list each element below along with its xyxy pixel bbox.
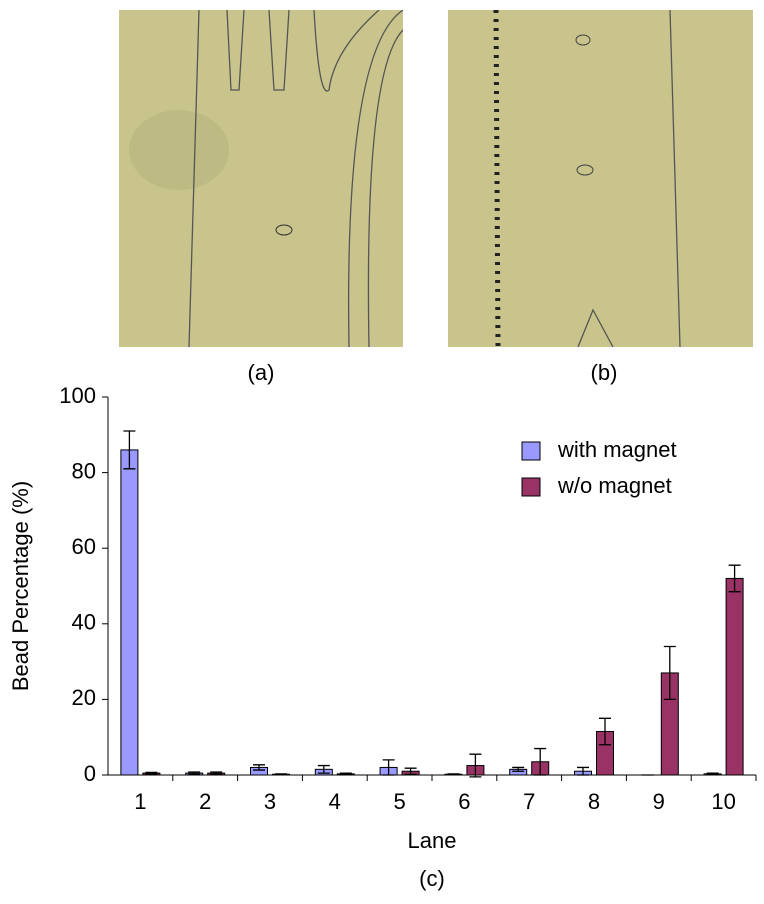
error-bar (706, 772, 719, 776)
error-bar (188, 771, 201, 775)
y-tick-label: 60 (72, 534, 96, 559)
error-bar (599, 717, 611, 746)
y-tick-label: 80 (72, 458, 96, 483)
photo-b-drawing (493, 10, 681, 347)
photo-b (448, 10, 753, 347)
x-tick-label: 1 (134, 789, 146, 814)
caption: (c) (419, 866, 445, 891)
legend-swatch (521, 441, 541, 461)
error-bar (404, 767, 417, 775)
legend-label: w/o magnet (557, 473, 672, 498)
y-tick-label: 0 (84, 761, 96, 786)
x-tick-label: 8 (588, 789, 600, 814)
error-bar (317, 764, 330, 774)
error-bar (728, 564, 741, 593)
legend-swatch (521, 477, 541, 497)
photo-a-drawing (129, 10, 403, 347)
bar (120, 449, 139, 776)
error-bar (339, 772, 352, 776)
x-tick-label: 2 (199, 789, 211, 814)
bar (725, 577, 744, 776)
y-tick-label: 40 (72, 610, 96, 635)
error-bar (534, 747, 547, 776)
x-tick-label: 9 (653, 789, 665, 814)
x-tick-label: 5 (393, 789, 405, 814)
x-axis-title: Lane (408, 828, 457, 853)
panel-label: (a) (248, 360, 275, 385)
x-tick-label: 6 (458, 789, 470, 814)
error-bar (663, 645, 676, 701)
error-bar (210, 771, 223, 775)
error-bar (382, 759, 395, 776)
error-bar (145, 771, 158, 775)
error-bar (469, 753, 482, 778)
error-bar (253, 764, 265, 771)
legend-label: with magnet (557, 437, 677, 462)
error-bar (123, 430, 136, 470)
y-axis-title: Bead Percentage (%) (8, 481, 33, 691)
panel-label: (b) (591, 360, 618, 385)
x-tick-label: 4 (329, 789, 341, 814)
x-tick-label: 10 (711, 789, 735, 814)
error-bar (275, 773, 287, 776)
error-bar (577, 766, 589, 776)
y-tick-label: 20 (72, 685, 96, 710)
photo-a (119, 10, 403, 347)
error-bar (512, 766, 525, 772)
y-tick-label: 100 (59, 383, 96, 408)
x-tick-label: 7 (523, 789, 535, 814)
x-tick-label: 3 (264, 789, 276, 814)
error-bar (447, 773, 460, 776)
